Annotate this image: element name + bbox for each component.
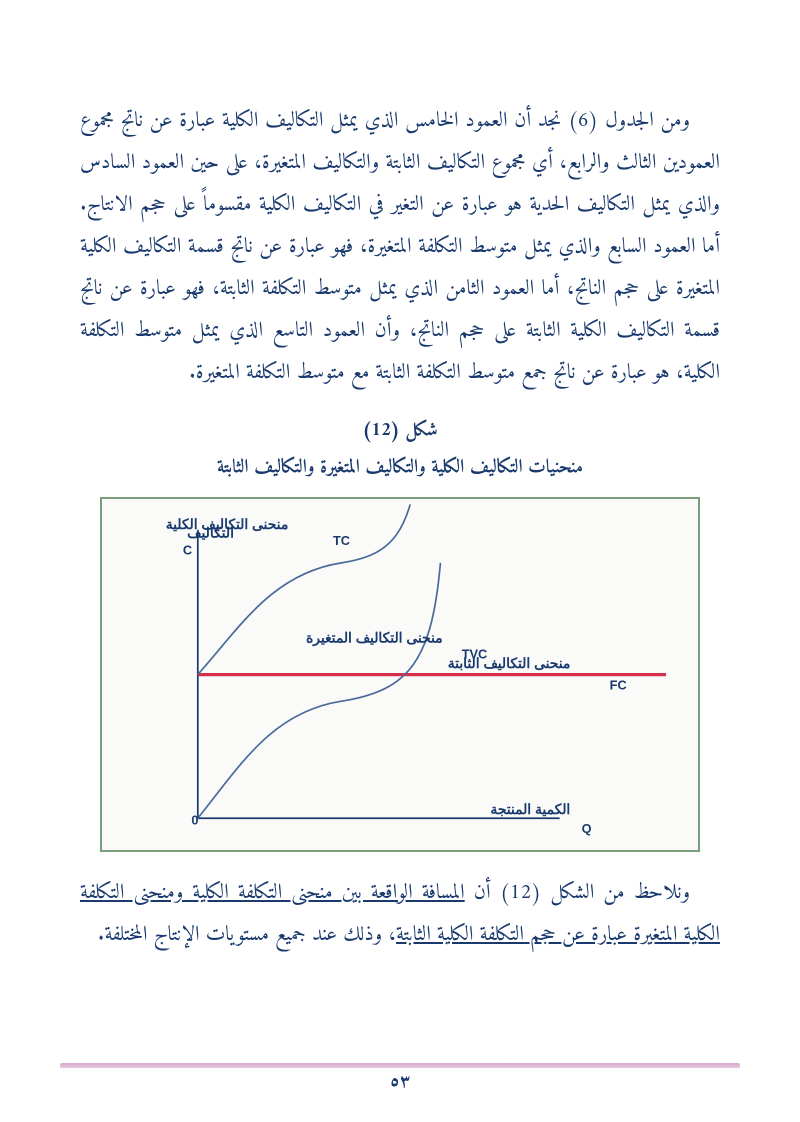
figure-title: شكل (12) — [80, 415, 720, 448]
cost-curves-chart: التكاليف C الكمية المنتجة Q 0 منحنى التك… — [100, 497, 700, 852]
chart-svg: التكاليف C الكمية المنتجة Q 0 منحنى التك… — [102, 499, 698, 850]
fc-label-ar: منحنى التكاليف الثابتة — [448, 655, 571, 671]
paragraph-1: ومن الجدول (6) نجد أن العمود الخامس الذي… — [80, 101, 720, 395]
tvc-label-ar: منحنى التكاليف المتغيرة — [306, 630, 443, 647]
tc-label-ar: منحنى التكاليف الكلية — [166, 516, 289, 532]
figure-subtitle: منحنيات التكاليف الكلية والتكاليف المتغي… — [80, 452, 720, 485]
y-axis-label-en: C — [183, 542, 192, 557]
tvc-curve — [198, 563, 441, 818]
x-axis-label-en: Q — [582, 821, 592, 836]
x-axis-label-ar: الكمية المنتجة — [490, 801, 570, 817]
para2-c: ، وذلك عند جميع مستويات الإنتاج المختلفة… — [98, 917, 396, 954]
page-number: ٥٣ — [0, 1067, 800, 1098]
paragraph-2: ونلاحظ من الشكل (12) أن المسافة الواقعة … — [80, 873, 720, 957]
origin-label: 0 — [191, 813, 198, 828]
fc-label-en: FC — [610, 678, 627, 693]
para2-a: ونلاحظ من الشكل (12) أن — [465, 875, 690, 912]
tc-label-en: TC — [333, 533, 350, 548]
